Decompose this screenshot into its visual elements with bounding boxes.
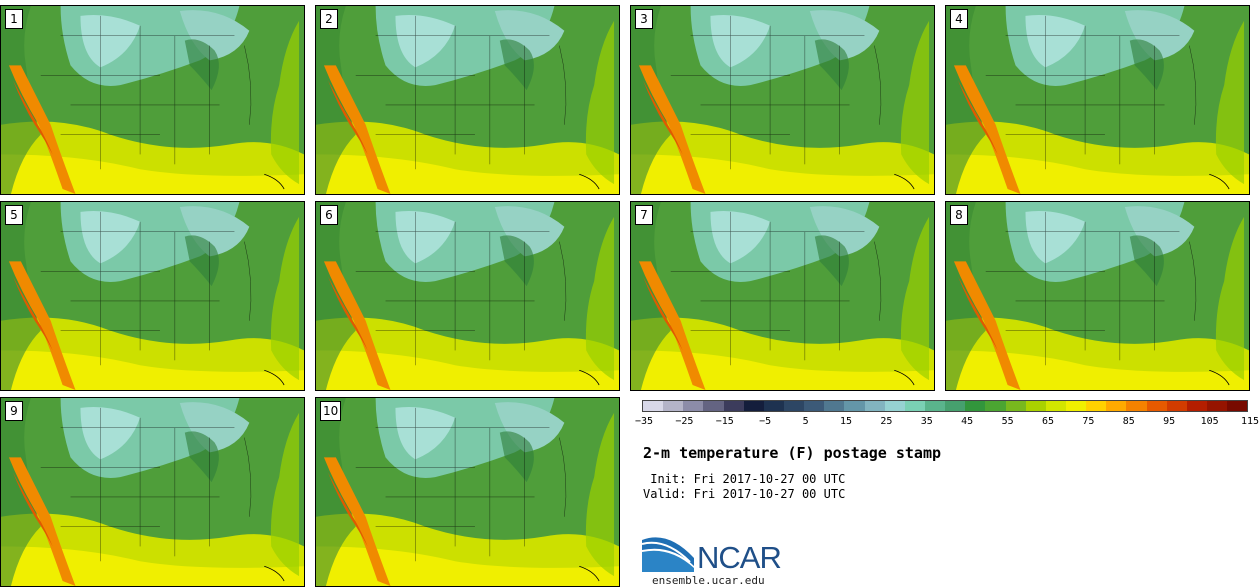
site-url: ensemble.ucar.edu — [652, 574, 765, 587]
colorbar-tick-label: 85 — [1122, 416, 1135, 427]
temperature-map — [631, 202, 934, 390]
colorbar-cell — [904, 401, 925, 411]
stamp-label: 8 — [950, 205, 968, 225]
temperature-map — [631, 6, 934, 194]
stamp-5: 5 — [0, 201, 305, 391]
colorbar-cell — [743, 401, 764, 411]
colorbar-tick-label: 5 — [802, 416, 809, 427]
plot-title: 2-m temperature (F) postage stamp — [643, 444, 942, 462]
stamp-7: 7 — [630, 201, 935, 391]
stamp-label: 7 — [635, 205, 653, 225]
colorbar-tick-label: 15 — [839, 416, 853, 427]
colorbar-cell — [1166, 401, 1187, 411]
temperature-map — [946, 6, 1249, 194]
colorbar-tick-label: 75 — [1082, 416, 1095, 427]
colorbar-cell — [1025, 401, 1046, 411]
stamp-2: 2 — [315, 5, 620, 195]
stamp-label: 10 — [320, 401, 342, 421]
colorbar-cell — [1065, 401, 1087, 411]
colorbar-cell — [844, 401, 865, 411]
colorbar-cell — [1086, 401, 1107, 411]
colorbar-cell — [824, 401, 845, 411]
stamp-8: 8 — [945, 201, 1250, 391]
colorbar-tick-label: 95 — [1163, 416, 1176, 427]
stamp-label: 2 — [320, 9, 338, 29]
temperature-map — [316, 398, 619, 586]
colorbar-cell — [1005, 401, 1026, 411]
colorbar-tick-label: 105 — [1200, 416, 1219, 427]
valid-time: Valid: Fri 2017-10-27 00 UTC — [643, 487, 846, 501]
colorbar-tick-label: −25 — [675, 416, 694, 427]
colorbar-cell — [945, 401, 966, 411]
colorbar-cell — [683, 401, 704, 411]
stamp-label: 5 — [5, 205, 23, 225]
colorbar-tick-label: −15 — [715, 416, 734, 427]
init-time: Init: Fri 2017-10-27 00 UTC — [643, 472, 846, 486]
colorbar-tick-label: 35 — [920, 416, 933, 427]
colorbar-cell — [1126, 401, 1147, 411]
temperature-map — [1, 6, 304, 194]
colorbar-ticks: −35 −25 −15 −5 5 15 25 35 45 55 65 75 85 95 105 115 — [635, 416, 1259, 430]
colorbar-cell — [985, 401, 1006, 411]
colorbar-cell — [804, 401, 825, 411]
temperature-map — [316, 202, 619, 390]
colorbar-cell — [1146, 401, 1167, 411]
stamp-4: 4 — [945, 5, 1250, 195]
colorbar-cell — [1106, 401, 1127, 411]
stamp-9: 9 — [0, 397, 305, 587]
temperature-map — [316, 6, 619, 194]
stamp-3: 3 — [630, 5, 935, 195]
colorbar-cell — [783, 401, 805, 411]
stamp-label: 4 — [950, 9, 968, 29]
ncar-logo-icon — [642, 537, 694, 572]
colorbar-cell — [723, 401, 744, 411]
logo-text: NCAR — [697, 540, 782, 575]
stamp-6: 6 — [315, 201, 620, 391]
colorbar-cell — [643, 401, 664, 411]
temperature-map — [946, 202, 1249, 390]
colorbar-cell — [965, 401, 986, 411]
stamp-label: 1 — [5, 9, 23, 29]
stamp-label: 3 — [635, 9, 653, 29]
stamp-label: 6 — [320, 205, 338, 225]
colorbar-cell — [1206, 401, 1228, 411]
stamp-10: 10 — [315, 397, 620, 587]
colorbar-tick-label: 25 — [880, 416, 893, 427]
temperature-map — [1, 398, 304, 586]
colorbar-tick-label: 55 — [1001, 416, 1014, 427]
colorbar-cell — [663, 401, 684, 411]
colorbar-cell — [924, 401, 946, 411]
colorbar-cell — [864, 401, 885, 411]
colorbar-cell — [884, 401, 905, 411]
colorbar-cell — [763, 401, 784, 411]
colorbar-tick-label: 45 — [961, 416, 974, 427]
temperature-map — [1, 202, 304, 390]
colorbar-tick-label: −35 — [634, 416, 654, 427]
stamp-label: 9 — [5, 401, 23, 421]
colorbar-cell — [703, 401, 724, 411]
colorbar-cell — [1186, 401, 1207, 411]
colorbar-tick-label: 115 — [1240, 416, 1260, 427]
colorbar-tick-label: 65 — [1041, 416, 1055, 427]
colorbar-tick-label: −5 — [759, 416, 772, 427]
stamp-1: 1 — [0, 5, 305, 195]
colorbar — [642, 400, 1248, 412]
colorbar-cell — [1045, 401, 1066, 411]
colorbar-cell — [1227, 401, 1248, 411]
